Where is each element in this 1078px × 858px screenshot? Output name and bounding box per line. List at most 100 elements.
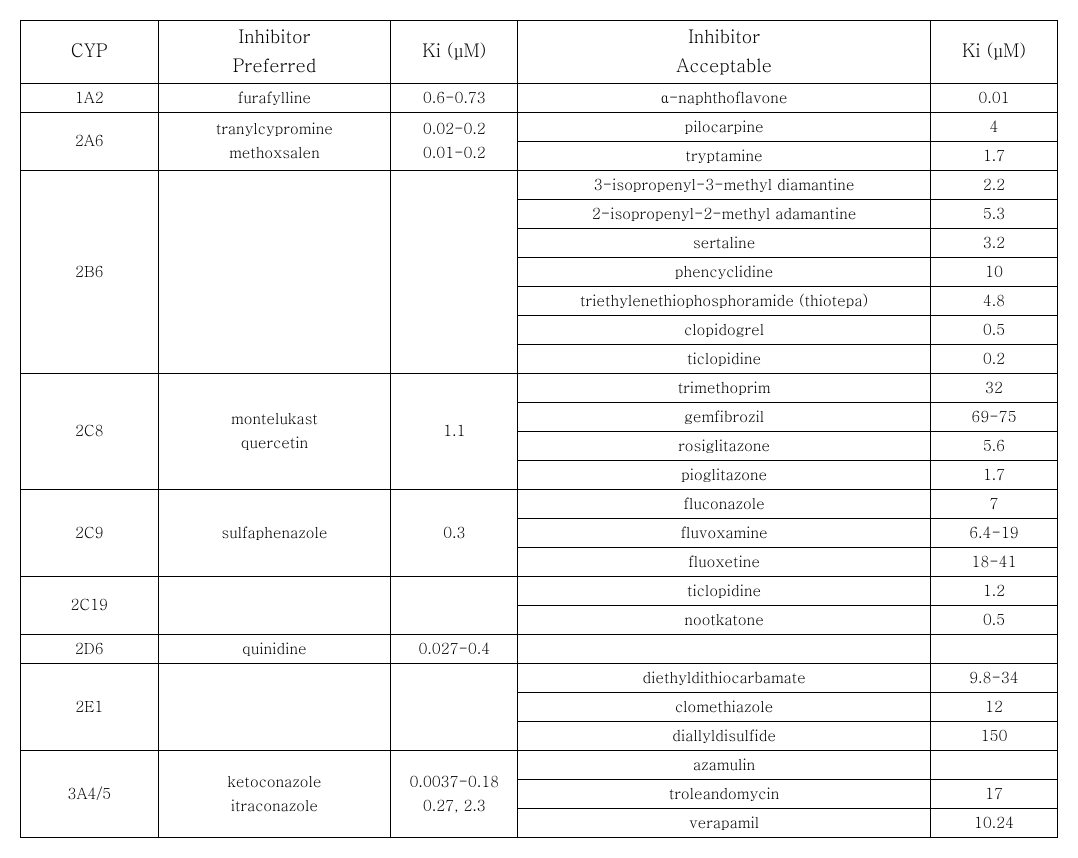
- cell-ki1: 1.1: [391, 373, 518, 489]
- cell-acc: fluvoxamine: [518, 518, 931, 547]
- cell-acc: diethyldithiocarbamate: [518, 663, 931, 692]
- cell-ki2: 0.2: [930, 344, 1057, 373]
- cell-ki2: 17: [930, 779, 1057, 808]
- col-header-acceptable-line2: Acceptable: [522, 52, 926, 81]
- cell-ki1-line: 0.02-0.2: [395, 117, 513, 141]
- table-row: 3A4/5 ketoconazole itraconazole 0.0037-0…: [21, 750, 1058, 779]
- cell-acc: α-naphthoflavone: [518, 83, 931, 112]
- cell-acc: pilocarpine: [518, 112, 931, 141]
- cell-cyp: 2C9: [21, 489, 159, 576]
- table-row: 2D6 quinidine 0.027-0.4: [21, 634, 1058, 663]
- cell-pref: furafylline: [158, 83, 391, 112]
- cell-ki2: 12: [930, 692, 1057, 721]
- cell-pref: ketoconazole itraconazole: [158, 750, 391, 837]
- header-row: CYP Inhibitor Preferred Ki (µM) Inhibito…: [21, 21, 1058, 84]
- cell-acc: tryptamine: [518, 141, 931, 170]
- cell-pref-line: quercetin: [163, 431, 387, 455]
- cell-cyp: 2D6: [21, 634, 159, 663]
- cell-acc: triethylenethiophosphoramide (thiotepa): [518, 286, 931, 315]
- cell-acc: sertaline: [518, 228, 931, 257]
- cell-cyp: 2E1: [21, 663, 159, 750]
- cell-acc: ticlopidine: [518, 576, 931, 605]
- cell-acc: ticlopidine: [518, 344, 931, 373]
- cell-acc: rosiglitazone: [518, 431, 931, 460]
- cell-cyp: 2C8: [21, 373, 159, 489]
- cell-cyp: 2C19: [21, 576, 159, 634]
- cell-ki2: [930, 750, 1057, 779]
- col-header-acceptable: Inhibitor Acceptable: [518, 21, 931, 84]
- cell-ki2: 5.3: [930, 199, 1057, 228]
- col-header-preferred-line2: Preferred: [163, 52, 387, 81]
- cell-pref-line: itraconazole: [163, 794, 387, 818]
- cell-acc: azamulin: [518, 750, 931, 779]
- cell-ki2: 3.2: [930, 228, 1057, 257]
- cell-ki1: 0.027-0.4: [391, 634, 518, 663]
- cell-acc: [518, 634, 931, 663]
- table-row: 1A2 furafylline 0.6-0.73 α-naphthoflavon…: [21, 83, 1058, 112]
- cell-pref: tranylcypromine methoxsalen: [158, 112, 391, 170]
- cell-acc: diallyldisulfide: [518, 721, 931, 750]
- table-row: 2C9 sulfaphenazole 0.3 fluconazole 7: [21, 489, 1058, 518]
- cell-ki2: 10: [930, 257, 1057, 286]
- cell-pref: [158, 576, 391, 634]
- cell-pref: [158, 663, 391, 750]
- table-row: 2B6 3-isopropenyl-3-methyl diamantine 2.…: [21, 170, 1058, 199]
- table-row: 2C8 montelukast quercetin 1.1 trimethopr…: [21, 373, 1058, 402]
- table-row: 2C19 ticlopidine 1.2: [21, 576, 1058, 605]
- cell-ki2: 4.8: [930, 286, 1057, 315]
- cell-pref-line: ketoconazole: [163, 770, 387, 794]
- cell-ki2: 0.5: [930, 315, 1057, 344]
- cell-acc: gemfibrozil: [518, 402, 931, 431]
- cell-ki2: 0.5: [930, 605, 1057, 634]
- cell-acc: troleandomycin: [518, 779, 931, 808]
- cell-pref: sulfaphenazole: [158, 489, 391, 576]
- cell-acc: pioglitazone: [518, 460, 931, 489]
- cell-acc: trimethoprim: [518, 373, 931, 402]
- cell-acc: fluoxetine: [518, 547, 931, 576]
- cell-pref: quinidine: [158, 634, 391, 663]
- cell-cyp: 1A2: [21, 83, 159, 112]
- cell-ki1: [391, 576, 518, 634]
- cell-ki2: 1.2: [930, 576, 1057, 605]
- cell-ki2: 0.01: [930, 83, 1057, 112]
- cell-acc: 3-isopropenyl-3-methyl diamantine: [518, 170, 931, 199]
- cell-acc: phencyclidine: [518, 257, 931, 286]
- cell-pref-line: tranylcypromine: [163, 117, 387, 141]
- col-header-ki1: Ki (µM): [391, 21, 518, 84]
- cell-ki2: 69-75: [930, 402, 1057, 431]
- cell-pref-line: montelukast: [163, 407, 387, 431]
- cell-ki2: 5.6: [930, 431, 1057, 460]
- cell-ki2: 1.7: [930, 460, 1057, 489]
- cell-acc: clopidogrel: [518, 315, 931, 344]
- cell-ki1: 0.02-0.2 0.01-0.2: [391, 112, 518, 170]
- cell-cyp: 2A6: [21, 112, 159, 170]
- col-header-preferred-line1: Inhibitor: [163, 23, 387, 52]
- table-row: 2A6 tranylcypromine methoxsalen 0.02-0.2…: [21, 112, 1058, 141]
- cell-ki1: 0.3: [391, 489, 518, 576]
- table-row: 2E1 diethyldithiocarbamate 9.8-34: [21, 663, 1058, 692]
- cell-acc: nootkatone: [518, 605, 931, 634]
- cell-ki2: [930, 634, 1057, 663]
- cell-ki2: 6.4-19: [930, 518, 1057, 547]
- col-header-cyp: CYP: [21, 21, 159, 84]
- cell-ki2: 32: [930, 373, 1057, 402]
- cell-ki1: 0.0037-0.18 0.27, 2.3: [391, 750, 518, 837]
- cyp-inhibitor-table: CYP Inhibitor Preferred Ki (µM) Inhibito…: [20, 20, 1058, 838]
- cell-ki1: [391, 170, 518, 373]
- col-header-acceptable-line1: Inhibitor: [522, 23, 926, 52]
- cell-acc: verapamil: [518, 808, 931, 837]
- cell-pref-line: methoxsalen: [163, 141, 387, 165]
- col-header-ki2: Ki (µM): [930, 21, 1057, 84]
- cell-cyp: 3A4/5: [21, 750, 159, 837]
- cell-cyp: 2B6: [21, 170, 159, 373]
- cell-ki2: 7: [930, 489, 1057, 518]
- col-header-preferred: Inhibitor Preferred: [158, 21, 391, 84]
- cell-ki2: 10.24: [930, 808, 1057, 837]
- cell-ki1-line: 0.27, 2.3: [395, 794, 513, 818]
- cell-acc: 2-isopropenyl-2-methyl adamantine: [518, 199, 931, 228]
- cell-ki1-line: 0.0037-0.18: [395, 770, 513, 794]
- cell-ki2: 150: [930, 721, 1057, 750]
- cell-ki1: [391, 663, 518, 750]
- cell-ki2: 2.2: [930, 170, 1057, 199]
- cell-ki2: 9.8-34: [930, 663, 1057, 692]
